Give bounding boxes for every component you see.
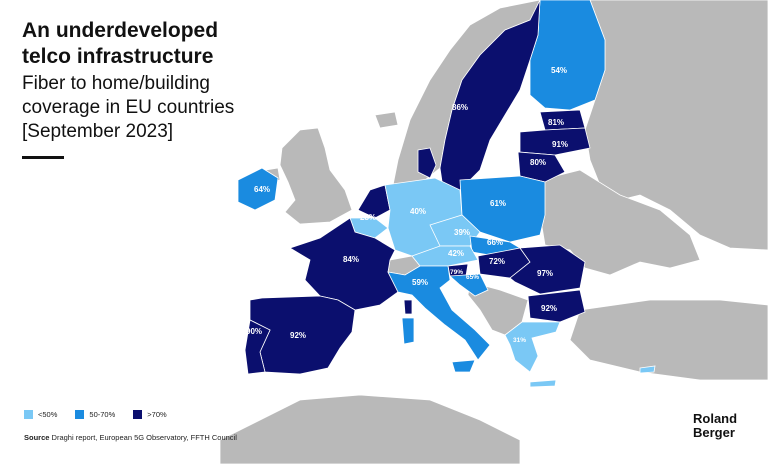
subtitle-line-2: coverage in EU countries bbox=[22, 97, 235, 118]
italy-shape bbox=[387, 265, 491, 361]
page-subtitle: Fiber to home/building coverage in EU co… bbox=[22, 72, 282, 144]
label-hungary: 72% bbox=[489, 257, 505, 266]
sardinia-shape bbox=[401, 317, 415, 345]
legend-item-mid: 50-70% bbox=[75, 410, 115, 419]
label-austria: 42% bbox=[448, 249, 464, 258]
source-label: Source bbox=[24, 433, 50, 442]
lithuania-shape bbox=[517, 151, 566, 183]
finland-shape bbox=[529, 0, 606, 111]
sweden-shape bbox=[439, 0, 541, 191]
label-poland: 61% bbox=[490, 199, 506, 208]
corsica-shape bbox=[403, 299, 413, 315]
label-belgium: 28% bbox=[360, 213, 376, 222]
label-bulgaria: 92% bbox=[541, 304, 557, 313]
roland-berger-logo: Roland Berger bbox=[693, 412, 737, 440]
legend-swatch-mid bbox=[75, 410, 85, 419]
label-spain: 92% bbox=[290, 331, 306, 340]
france-shape bbox=[289, 217, 399, 311]
label-greece: 31% bbox=[513, 337, 526, 344]
legend: <50% 50-70% >70% bbox=[24, 410, 167, 419]
turkey-shape bbox=[569, 299, 768, 381]
legend-label-high: >70% bbox=[147, 410, 167, 419]
source-note: Source Draghi report, European 5G Observ… bbox=[24, 433, 237, 442]
logo-line-1: Roland bbox=[693, 411, 738, 426]
label-portugal: 90% bbox=[246, 327, 262, 336]
label-ireland: 64% bbox=[254, 185, 270, 194]
subtitle-line-1: Fiber to home/building bbox=[22, 73, 210, 94]
ireland-shape bbox=[237, 167, 279, 211]
label-sweden: 86% bbox=[452, 103, 468, 112]
label-slovenia: 79% bbox=[450, 269, 463, 276]
legend-swatch-high bbox=[133, 410, 143, 419]
cyprus-shape bbox=[639, 365, 656, 374]
label-latvia: 91% bbox=[552, 140, 568, 149]
legend-item-high: >70% bbox=[133, 410, 167, 419]
greece-shape bbox=[504, 321, 561, 373]
romania-shape bbox=[509, 244, 586, 295]
denmark-shape bbox=[417, 147, 437, 179]
label-estonia: 81% bbox=[548, 118, 564, 127]
label-croatia: 65% bbox=[466, 274, 479, 281]
subtitle-line-3: [September 2023] bbox=[22, 121, 174, 142]
legend-label-mid: 50-70% bbox=[89, 410, 116, 419]
label-lithuania: 80% bbox=[530, 158, 546, 167]
title-line-1: An underdeveloped bbox=[22, 19, 219, 42]
legend-label-low: <50% bbox=[38, 410, 58, 419]
page-title: An underdeveloped telco infrastructure bbox=[22, 18, 282, 70]
legend-swatch-low bbox=[24, 410, 33, 419]
label-finland: 54% bbox=[551, 66, 567, 75]
portugal-shape bbox=[244, 319, 271, 375]
great-britain-shape bbox=[279, 127, 353, 225]
greenland-iceland-shape bbox=[374, 111, 399, 129]
croatia-shape bbox=[449, 273, 489, 297]
north-africa-shape bbox=[219, 394, 521, 464]
label-slovakia: 66% bbox=[487, 238, 503, 247]
title-line-2: telco infrastructure bbox=[22, 45, 214, 68]
title-divider bbox=[22, 156, 64, 159]
label-czechia: 39% bbox=[454, 228, 470, 237]
crete-shape bbox=[529, 379, 557, 388]
label-germany: 40% bbox=[410, 207, 426, 216]
label-italy: 59% bbox=[412, 278, 428, 287]
label-france: 84% bbox=[343, 255, 359, 264]
sicily-shape bbox=[451, 359, 476, 373]
label-romania: 97% bbox=[537, 269, 553, 278]
source-text: Draghi report, European 5G Observatory, … bbox=[51, 433, 237, 442]
bulgaria-shape bbox=[527, 289, 586, 323]
legend-item-low: <50% bbox=[24, 410, 57, 419]
logo-line-2: Berger bbox=[693, 425, 735, 440]
